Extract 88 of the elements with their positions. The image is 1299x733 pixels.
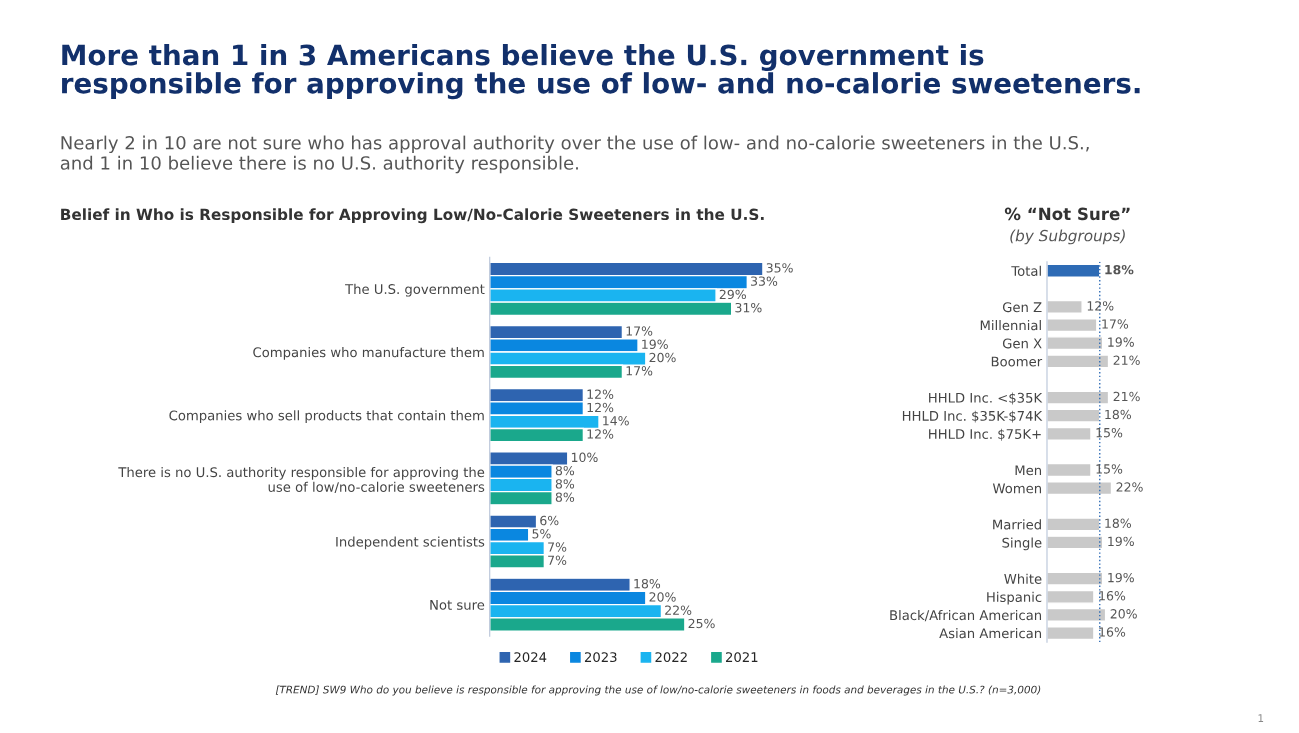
data-label: 17% [626, 326, 653, 336]
y-tick-label: HHLD Inc. $35K-$74K [902, 410, 1043, 423]
data-label: 20% [649, 592, 676, 602]
legend-label: 2024 [514, 652, 547, 663]
data-label: 15% [1096, 464, 1123, 474]
y-tick-label: White [1004, 573, 1042, 584]
y-tick-label: Gen X [1002, 338, 1042, 349]
data-label: 16% [1099, 627, 1126, 637]
data-label: 17% [626, 366, 653, 376]
data-label: 12% [587, 389, 614, 399]
data-label: 8% [555, 479, 575, 489]
bar [1046, 481, 1113, 496]
y-tick-label: Boomer [991, 356, 1043, 367]
bar [1046, 336, 1104, 351]
bar [1046, 607, 1107, 622]
data-label: 19% [1108, 536, 1134, 547]
chart-subtitle: (by Subgroups) [1010, 229, 1125, 245]
data-label: 15% [1096, 427, 1123, 438]
legend-label: 2022 [655, 652, 687, 663]
data-label: 12% [587, 429, 614, 439]
data-label: 8% [555, 492, 575, 502]
text: [TREND] SW9 Who do you believe is responsible for approving the use of low/no-calorie sweeteners in foods and beverages in the U.S.? (n=3,000) [275, 685, 1041, 696]
data-label: 12% [587, 402, 614, 413]
bar [1046, 318, 1098, 333]
y-tick-label: Black/African American [890, 609, 1042, 622]
y-tick-label: HHLD Inc. $75K+ [929, 428, 1041, 441]
text: More than 1 in 3 Americans believe the U.S. government is responsible for approving the use of low- and no-calorie sweeteners. [62, 43, 1140, 100]
data-label: 8% [555, 465, 575, 476]
data-label: 16% [1099, 590, 1126, 601]
data-label: 25% [688, 618, 715, 629]
y-tick-label: Asian American [939, 628, 1042, 639]
data-label: 18% [634, 578, 661, 589]
y-tick-label: Companies who manufacture them [253, 347, 484, 360]
bar [1046, 299, 1083, 315]
y-tick-label: Married [993, 519, 1041, 530]
y-tick-label: Hispanic [987, 591, 1042, 605]
legend-label: 2021 [725, 652, 758, 663]
y-tick-label: Gen Z [1002, 302, 1042, 313]
data-label: 33% [751, 276, 778, 286]
data-label: 19% [642, 339, 668, 350]
y-tick-label: Not sure [430, 600, 485, 610]
bar [1046, 626, 1095, 641]
bar [1046, 354, 1110, 369]
data-label: 10% [571, 452, 598, 463]
data-label: 14% [603, 415, 629, 426]
bar [1046, 408, 1101, 423]
text: Nearly 2 in 10 are not sure who has approval authority over the use of low- and no-calorie sweeteners in the U.S., and 1 in 10 believe there is no U.S. authority responsible. [60, 135, 1089, 174]
data-label: 22% [1116, 482, 1143, 492]
bar [1046, 390, 1110, 405]
data-label: 18% [1105, 264, 1134, 275]
data-label: 21% [1113, 355, 1140, 365]
chart-title: % “Not Sure” [1004, 207, 1130, 221]
data-label: 21% [1113, 391, 1140, 402]
legend-label: 2023 [584, 652, 617, 663]
text: 1 [1258, 714, 1264, 722]
y-tick-label: Independent scientists [336, 536, 485, 550]
data-label: 7% [548, 542, 567, 552]
data-label: 18% [1105, 518, 1132, 528]
y-tick-label: Total [1011, 265, 1041, 276]
data-label: 17% [1102, 319, 1129, 329]
y-tick-label: Millennial [980, 320, 1041, 331]
y-tick-label: Men [1015, 465, 1042, 476]
data-label: 5% [532, 529, 551, 539]
data-label: 12% [1087, 301, 1114, 311]
data-label: 7% [548, 555, 567, 566]
data-label: 19% [1108, 572, 1134, 583]
y-tick-label: Companies who sell products that contain them [169, 410, 484, 423]
y-tick-label: Women [992, 483, 1042, 494]
bar [1046, 517, 1101, 532]
y-tick-label: The U.S. government [345, 283, 485, 297]
data-label: 20% [1110, 609, 1137, 619]
y-tick-label: HHLD Inc. <$35K [929, 392, 1043, 405]
data-label: 6% [540, 515, 559, 526]
data-label: 22% [665, 605, 692, 615]
bar [1046, 571, 1104, 586]
bar [1046, 462, 1092, 478]
bar [1046, 589, 1095, 604]
bar [1046, 426, 1092, 441]
data-label: 18% [1105, 409, 1132, 420]
data-label: 19% [1108, 337, 1134, 347]
y-tick-label: There is no U.S. authority responsible for approving the use of low/no-calorie sweeteners [118, 466, 485, 493]
data-label: 20% [649, 352, 676, 363]
data-label: 35% [766, 263, 793, 273]
data-label: 29% [719, 289, 746, 300]
data-label: 31% [735, 302, 762, 313]
bar [1046, 535, 1104, 550]
y-tick-label: Single [1002, 537, 1042, 551]
chart-title: Belief in Who is Responsible for Approving Low/No-Calorie Sweeteners in the U.S. [61, 208, 764, 224]
